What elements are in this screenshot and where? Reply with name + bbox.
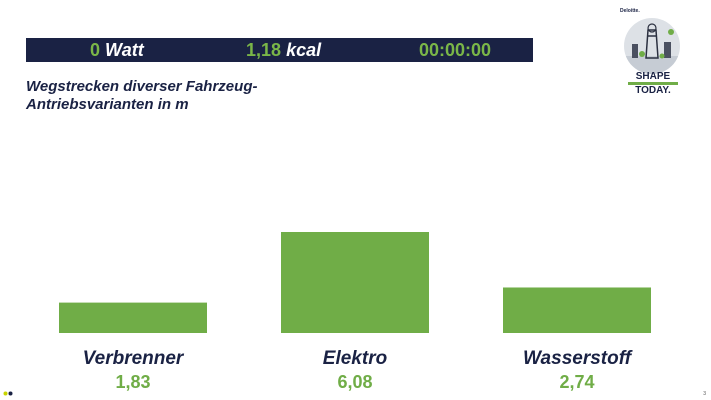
power-value: 0 [90, 40, 101, 60]
power-unit: Watt [105, 40, 144, 60]
timer-readout: 00:00:00 [419, 40, 492, 60]
energy-unit: kcal [286, 40, 322, 60]
status-dots-icon [3, 391, 13, 396]
category-label-elektro: Elektro [323, 348, 387, 369]
logo-line-1: SHAPE [635, 71, 671, 82]
page-number: 3 [703, 391, 706, 397]
value-label-verbrenner: 1,83 [115, 372, 150, 392]
bar-verbrenner [59, 302, 207, 333]
value-label-elektro: 6,08 [337, 372, 372, 392]
subtitle-line-1: Wegstrecken diverser Fahrzeug- [26, 78, 258, 95]
skyline-icon [624, 18, 680, 74]
category-label-verbrenner: Verbrenner [83, 348, 185, 369]
bar-wasserstoff [503, 287, 651, 333]
stats-bar: 0 Watt 1,18 kcal 00:00:00 [26, 38, 533, 62]
logo-brand: Deloitte. [620, 8, 640, 14]
energy-readout: 1,18 kcal [246, 38, 321, 62]
chart-subtitle: Wegstrecken diverser Fahrzeug- Antriebsv… [26, 78, 286, 114]
bar-elektro [281, 232, 429, 333]
logo-wordmark: SHAPE TODAY. [618, 71, 688, 96]
energy-value: 1,18 [246, 40, 282, 60]
logo-line-2: TODAY. [635, 85, 671, 96]
power-readout: 0 Watt [90, 38, 144, 62]
category-label-wasserstoff: Wasserstoff [523, 348, 633, 369]
shape-today-logo: Deloitte. SHAPE TODAY. [618, 8, 688, 103]
value-label-wasserstoff: 2,74 [559, 372, 594, 392]
subtitle-line-2: Antriebsvarianten in m [26, 96, 189, 113]
